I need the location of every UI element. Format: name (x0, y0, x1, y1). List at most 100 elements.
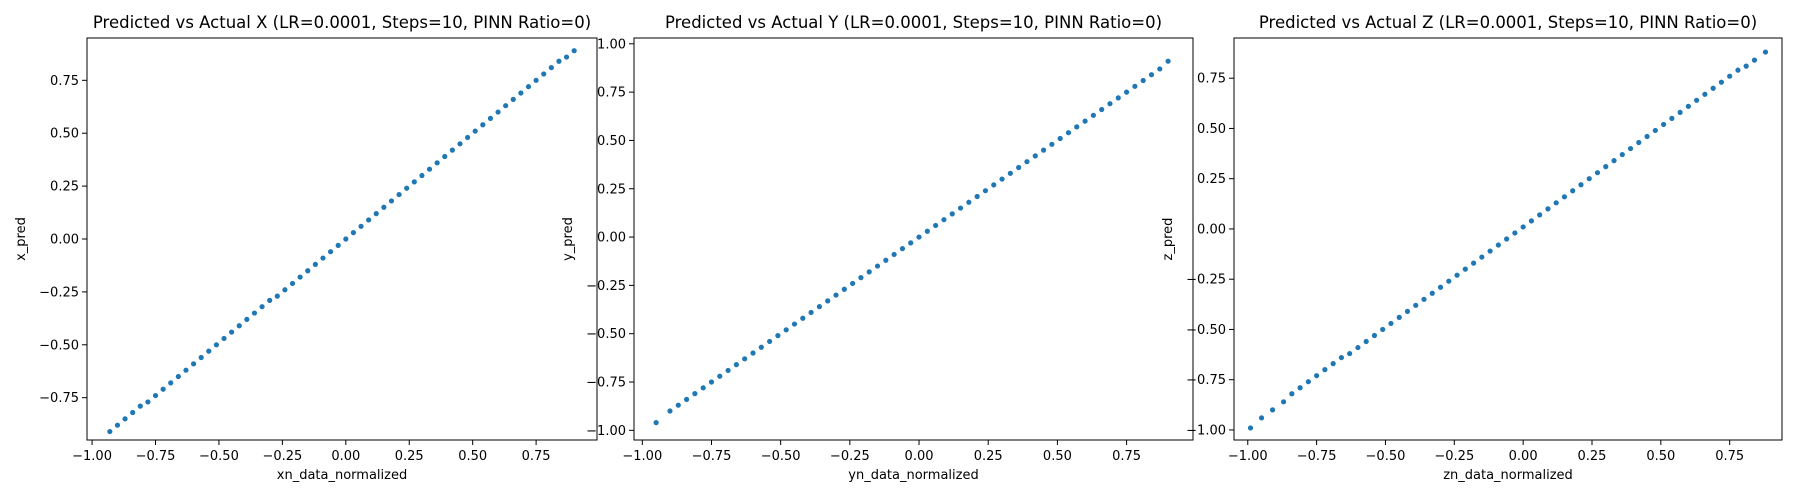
data-point (137, 403, 143, 409)
data-point (465, 134, 471, 141)
data-point (1512, 230, 1518, 236)
chart-title: Predicted vs Actual Y (LR=0.0001, Steps=… (665, 13, 1162, 32)
data-point (1297, 385, 1303, 391)
x-tick-label: −0.75 (1297, 449, 1337, 464)
data-point (1057, 135, 1063, 142)
data-point (683, 396, 690, 403)
x-tick-label: −0.25 (262, 449, 302, 464)
data-point (1762, 49, 1769, 55)
data-point (190, 361, 197, 367)
data-point (1322, 367, 1328, 373)
data-point (1380, 326, 1386, 333)
data-point (282, 287, 288, 293)
x-tick-label: 0.00 (905, 449, 934, 464)
y-tick-label: −0.75 (1186, 373, 1226, 388)
data-point (1710, 85, 1716, 91)
x-tick-label: 0.75 (522, 449, 551, 464)
y-axis-label: z_pred (1161, 218, 1176, 261)
data-point (1718, 79, 1725, 85)
data-point (1065, 130, 1072, 136)
data-point (991, 182, 997, 188)
data-point (858, 275, 864, 281)
data-point (251, 310, 258, 316)
data-point (1338, 354, 1344, 361)
data-point (366, 217, 372, 223)
data-point (1446, 278, 1452, 284)
data-point (1694, 97, 1700, 103)
data-point (1330, 361, 1336, 367)
data-point (1258, 415, 1265, 421)
x-tick-label: 0.25 (395, 449, 424, 464)
data-point (1537, 212, 1543, 218)
x-tick-label: −0.50 (1366, 449, 1406, 464)
data-point (1355, 344, 1361, 351)
data-point (775, 333, 781, 339)
data-point (1099, 106, 1105, 113)
x-tick-label: 0.75 (1112, 449, 1141, 464)
data-point (320, 255, 326, 261)
y-tick-label: 0.25 (1197, 172, 1226, 187)
data-point (388, 198, 395, 204)
data-point (206, 348, 212, 354)
data-point (966, 199, 972, 205)
data-point (114, 422, 121, 428)
y-tick-label: −0.50 (39, 338, 79, 353)
data-point (1462, 266, 1468, 272)
data-point (949, 211, 955, 217)
data-point (1735, 67, 1741, 73)
data-point (916, 234, 922, 240)
data-point (1090, 112, 1096, 118)
data-point (1082, 118, 1088, 124)
data-point (305, 268, 311, 274)
x-tick-label: 0.50 (458, 449, 487, 464)
data-point (717, 373, 723, 379)
y-tick-label: 0.75 (1197, 72, 1226, 87)
data-point (518, 90, 524, 96)
data-point (289, 280, 296, 287)
data-point (373, 211, 379, 217)
data-point (168, 380, 174, 386)
y-tick-label: 0.00 (597, 231, 626, 246)
data-point (908, 240, 914, 246)
data-point (825, 298, 831, 304)
data-point (487, 115, 494, 121)
y-tick-label: 1.00 (597, 37, 626, 52)
data-point (556, 58, 562, 64)
data-point (1660, 121, 1667, 128)
plot-frame (1233, 37, 1783, 441)
data-point (107, 428, 113, 435)
data-point (571, 48, 577, 54)
data-point (244, 316, 250, 322)
data-point (866, 269, 872, 275)
data-point (1470, 260, 1477, 266)
data-point (883, 257, 889, 263)
chart-title: Predicted vs Actual Z (LR=0.0001, Steps=… (1259, 13, 1757, 32)
data-point (404, 185, 410, 191)
x-tick-label: −0.25 (830, 449, 870, 464)
y-tick-label: 0.00 (1197, 222, 1226, 237)
data-point (1148, 72, 1155, 78)
data-point (274, 293, 280, 299)
data-point (941, 217, 947, 223)
data-point (495, 109, 501, 115)
data-point (783, 327, 789, 333)
x-tick-label: 0.25 (1578, 449, 1607, 464)
y-tick-label: 0.50 (597, 134, 626, 149)
scatter-series (1247, 49, 1769, 431)
x-tick-label: 0.00 (331, 449, 360, 464)
x-tick-label: −0.50 (761, 449, 801, 464)
x-tick-label: −0.75 (136, 449, 176, 464)
data-point (297, 274, 303, 280)
data-point (503, 103, 509, 109)
data-point (1007, 170, 1013, 176)
data-point (1132, 83, 1138, 89)
x-tick-label: −1.00 (1228, 449, 1268, 464)
data-point (1561, 194, 1568, 200)
y-tick-label: 0.50 (1197, 122, 1226, 137)
data-point (449, 147, 455, 153)
data-point (1504, 236, 1510, 242)
data-point (1570, 188, 1576, 194)
data-point (525, 84, 532, 90)
x-tick-label: 0.50 (1646, 449, 1675, 464)
chart-panel-1: −1.00 −0.75 −0.50 −0.25 0.00 0.25 0.50 0.75 −0.7… (14, 13, 598, 483)
